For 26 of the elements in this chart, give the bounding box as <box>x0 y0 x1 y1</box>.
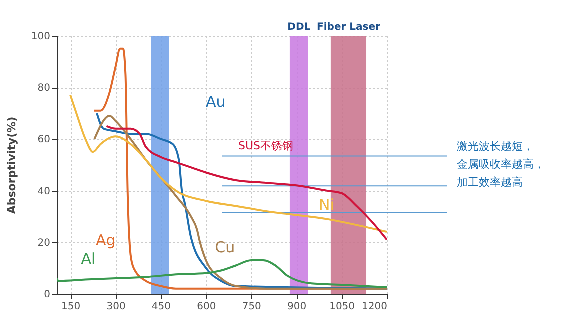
y-tick-label: 40 <box>38 186 50 198</box>
text: 激光波长越短， <box>457 140 534 153</box>
y-tick-label: 0 <box>44 290 50 300</box>
x-tick-label: 750 <box>242 302 262 312</box>
series-label: Al <box>81 250 96 268</box>
band-label: Fiber Laser <box>317 22 380 33</box>
text: SUS不锈钢 <box>238 139 294 152</box>
band-label: DDL <box>288 22 312 33</box>
y-tick-label: 80 <box>38 83 50 94</box>
y-tick-label: 60 <box>38 134 50 146</box>
x-tick-label: 150 <box>62 302 81 312</box>
x-tick-label: 300 <box>106 302 126 312</box>
x-tick-label: 900 <box>288 302 307 312</box>
line-series <box>70 94 387 234</box>
x-tick-label: 450 <box>152 302 172 312</box>
series-label: Ag <box>96 231 116 250</box>
x-tick-label: 1050 <box>330 302 356 312</box>
text: Au <box>206 93 226 112</box>
y-tick-label: 100 <box>31 32 50 42</box>
y-tick-label: 20 <box>38 238 50 249</box>
text: 加工效率越高 <box>457 176 523 189</box>
x-tick-label: 600 <box>197 302 216 312</box>
y-axis-title: Absorptivity(%) <box>5 116 18 214</box>
text: 金属吸收率越高， <box>457 158 545 171</box>
x-tick-label: 1200 <box>362 302 388 312</box>
series-label: Cu <box>215 238 236 256</box>
